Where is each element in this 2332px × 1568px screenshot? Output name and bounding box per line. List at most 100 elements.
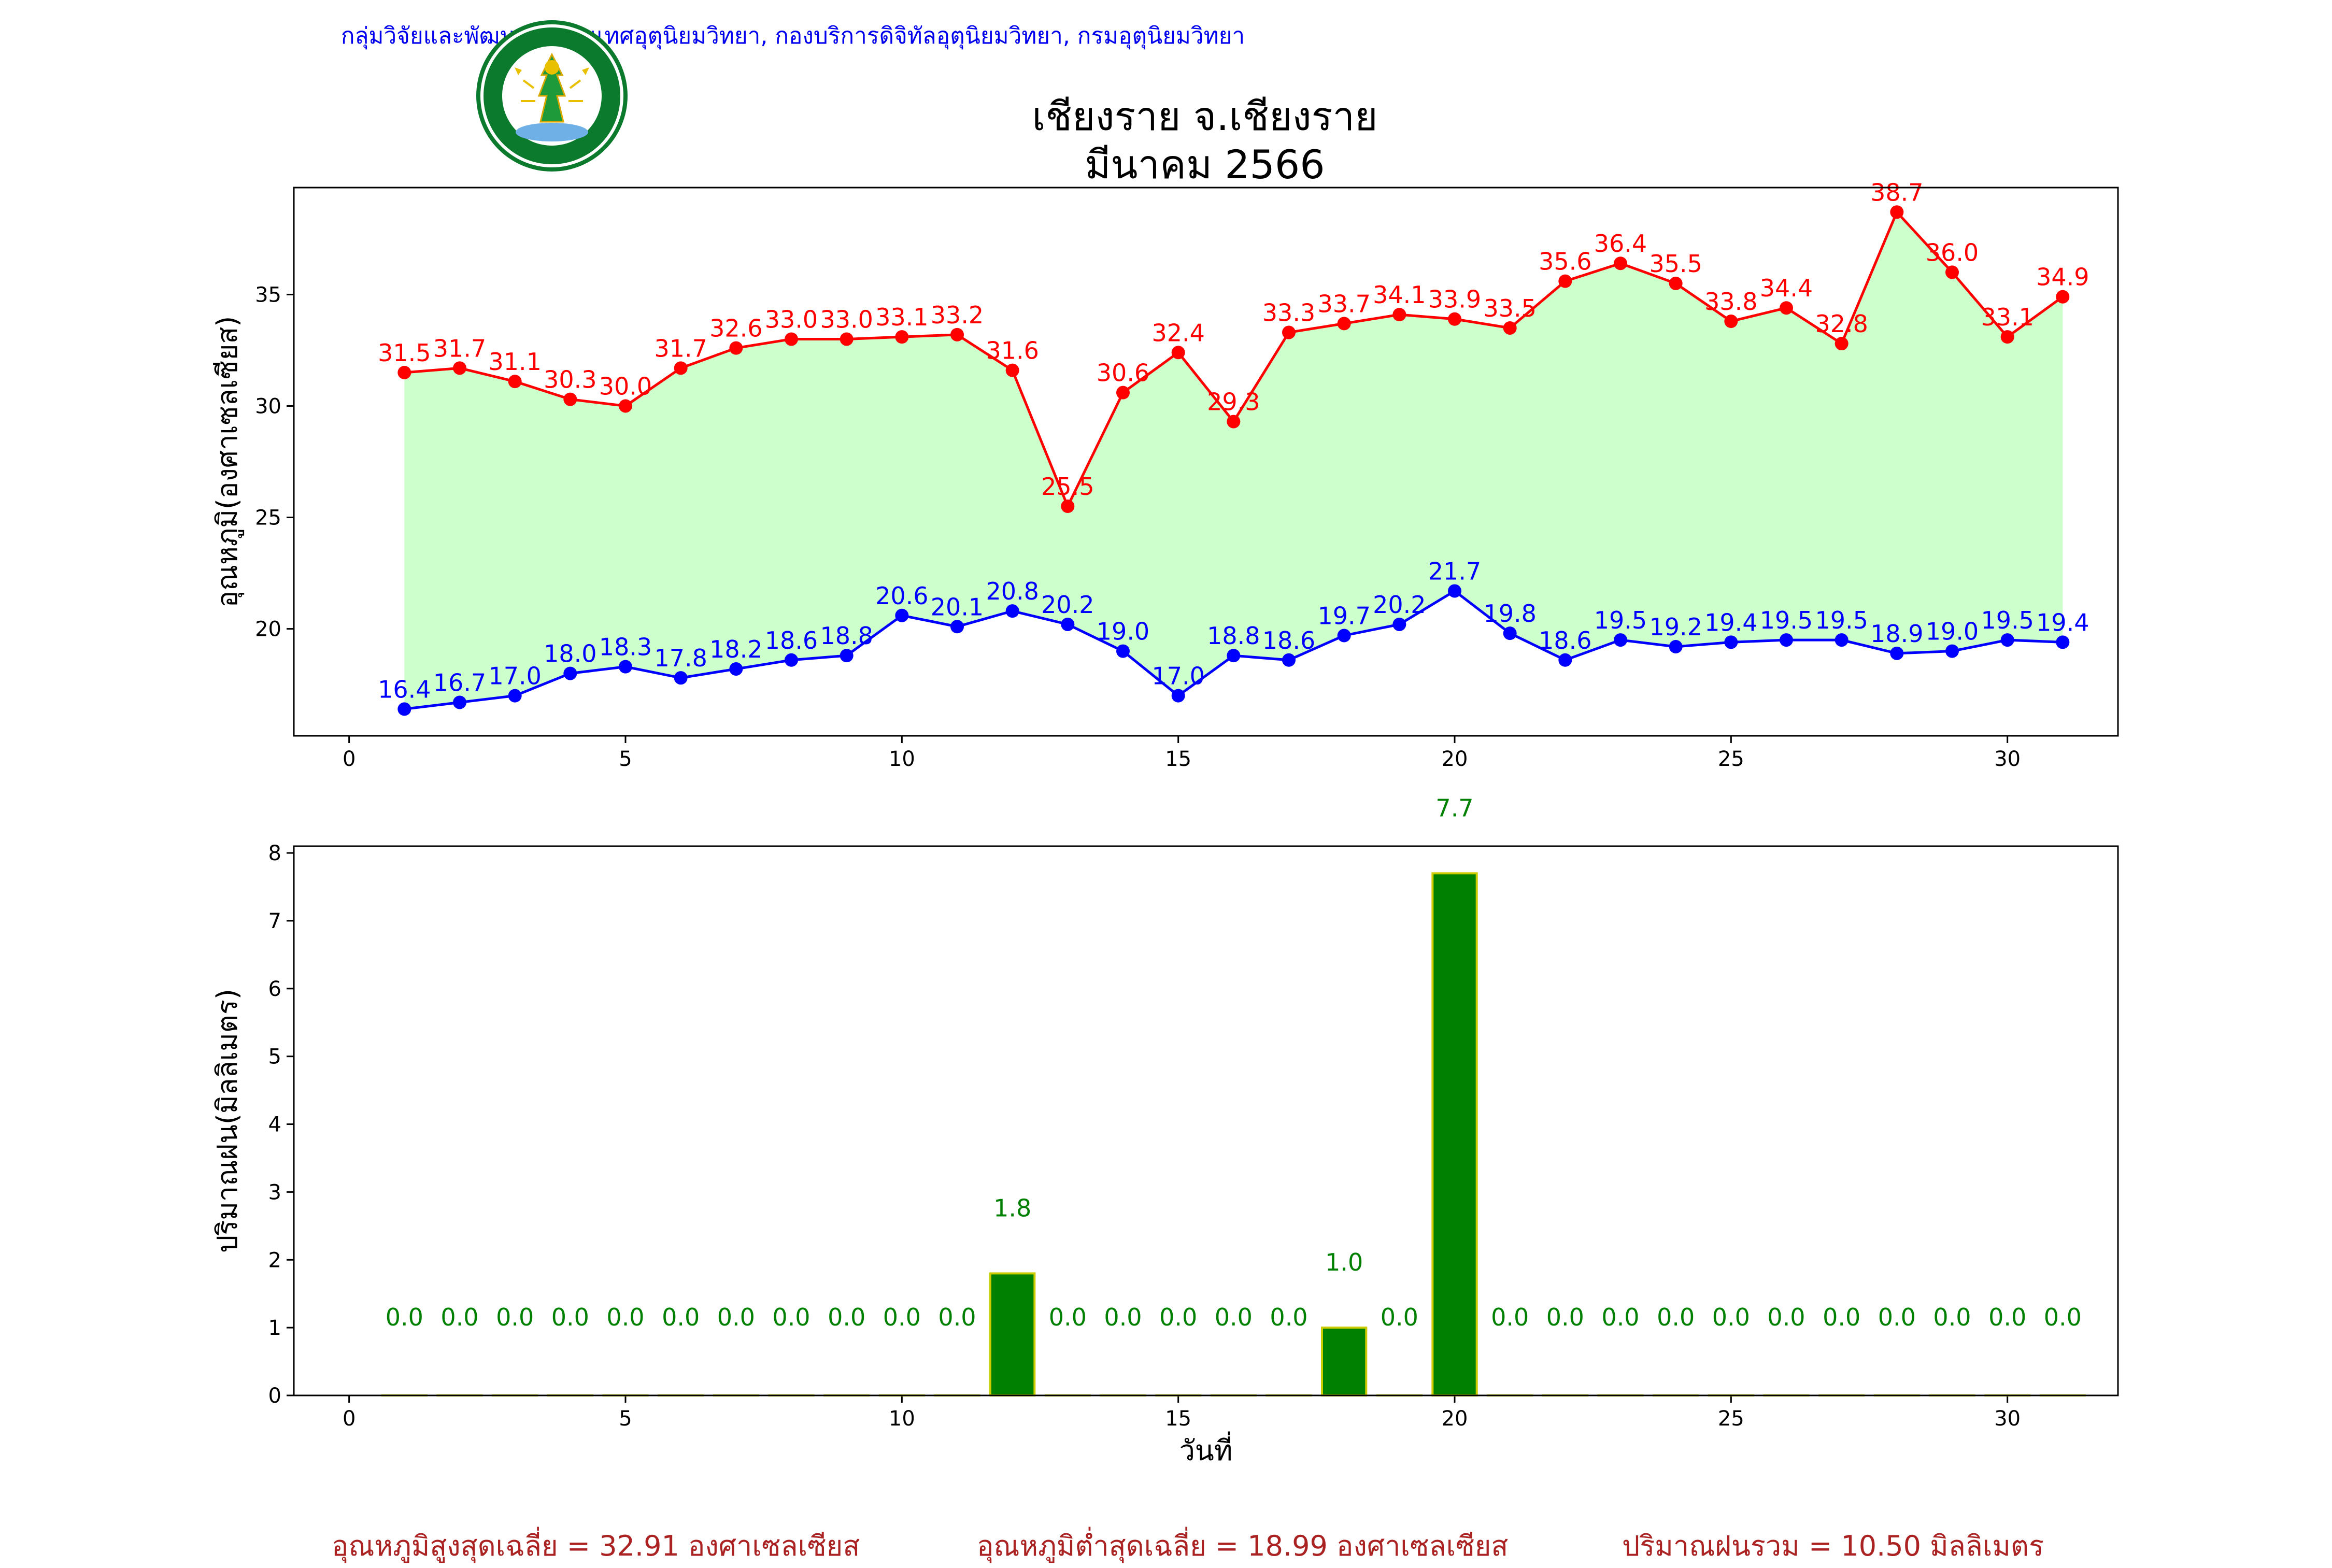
min-temperature-point (1669, 640, 1683, 653)
max-temperature-label: 33.5 (1483, 294, 1536, 322)
max-temperature-point (1061, 500, 1074, 513)
min-temperature-label: 19.2 (1649, 613, 1702, 641)
y-tick-label: 7 (268, 909, 281, 933)
min-temperature-point (840, 649, 854, 662)
y-tick-label: 6 (268, 977, 281, 1001)
min-temperature-point (1890, 647, 1903, 660)
total-rainfall: ปริมาณฝนรวม = 10.50 มิลลิเมตร (1622, 1523, 2044, 1568)
rainfall-label: 0.0 (662, 1303, 700, 1331)
max-temperature-label: 32.8 (1815, 310, 1868, 338)
x-tick-label: 5 (619, 1407, 632, 1431)
min-temperature-label: 19.0 (1926, 618, 1979, 646)
min-temperature-label: 18.6 (765, 626, 818, 654)
max-temperature-point (1338, 317, 1351, 330)
min-temperature-label: 20.2 (1373, 591, 1426, 619)
x-tick-label: 20 (1442, 747, 1468, 771)
rainfall-label: 0.0 (440, 1303, 478, 1331)
min-temperature-point (2056, 635, 2069, 649)
max-temperature-label: 30.3 (544, 366, 596, 394)
min-temperature-point (1448, 584, 1461, 597)
max-temperature-label: 25.5 (1041, 473, 1094, 501)
max-temperature-point (1669, 277, 1683, 290)
rainfall-label: 0.0 (606, 1303, 644, 1331)
min-temperature-point (1338, 629, 1351, 642)
max-temperature-point (1724, 315, 1738, 328)
max-temperature-point (674, 361, 688, 375)
max-temperature-label: 33.9 (1428, 286, 1481, 313)
max-temperature-label: 33.3 (1262, 299, 1315, 327)
x-tick-label: 30 (1994, 747, 2021, 771)
rainfall-label: 0.0 (717, 1303, 755, 1331)
min-temperature-point (1392, 618, 1406, 631)
min-temperature-point (2001, 633, 2014, 647)
rainfall-label: 0.0 (772, 1303, 810, 1331)
min-temperature-label: 18.9 (1870, 620, 1923, 648)
max-temperature-point (508, 375, 522, 388)
y-tick-label: 25 (255, 506, 281, 530)
min-temperature-point (619, 660, 632, 674)
min-temperature-point (563, 667, 577, 680)
rainfall-label: 0.0 (1215, 1303, 1253, 1331)
x-tick-label: 25 (1718, 747, 1744, 771)
min-temperature-label: 18.3 (599, 633, 652, 661)
max-temperature-label: 33.8 (1704, 288, 1757, 316)
x-tick-label: 15 (1165, 747, 1191, 771)
rainfall-label: 0.0 (1823, 1303, 1860, 1331)
max-temperature-label: 33.2 (931, 301, 984, 329)
min-temperature-label: 18.0 (544, 640, 596, 668)
max-temperature-label: 29.3 (1207, 388, 1260, 416)
rainfall-label: 0.0 (1712, 1303, 1750, 1331)
average-max-temperature: อุณหภูมิสูงสุดเฉลี่ย = 32.91 องศาเซลเซีย… (332, 1523, 860, 1568)
rainfall-bar (1432, 873, 1476, 1395)
month-title: มีนาคม 2566 (0, 134, 2332, 196)
max-temperature-point (1780, 301, 1793, 315)
min-temperature-point (1227, 649, 1240, 662)
min-temperature-point (1116, 645, 1130, 658)
y-tick-label: 8 (268, 842, 281, 865)
rainfall-label: 0.0 (1104, 1303, 1142, 1331)
min-temperature-label: 18.6 (1539, 626, 1591, 654)
x-tick-label: 5 (619, 747, 632, 771)
rainfall-label: 0.0 (1381, 1303, 1418, 1331)
rainfall-label: 1.0 (1325, 1248, 1363, 1276)
min-temperature-label: 19.7 (1317, 602, 1370, 630)
max-temperature-point (1614, 256, 1627, 270)
max-temperature-label: 31.7 (433, 334, 486, 362)
x-tick-label: 0 (343, 1407, 356, 1431)
min-temperature-label: 16.4 (378, 675, 431, 703)
max-temperature-point (619, 399, 632, 412)
max-temperature-label: 33.1 (875, 303, 928, 331)
max-temperature-label: 35.5 (1649, 250, 1702, 278)
rainfall-label: 7.7 (1435, 794, 1473, 822)
rainfall-label: 0.0 (1049, 1303, 1087, 1331)
y-tick-label: 35 (255, 283, 281, 307)
y-tick-label: 5 (268, 1045, 281, 1069)
max-temperature-label: 34.1 (1373, 281, 1426, 309)
max-temperature-label: 33.0 (820, 305, 873, 333)
max-temperature-point (453, 361, 466, 375)
min-temperature-point (1558, 653, 1572, 667)
max-temperature-point (895, 330, 908, 344)
min-temperature-label: 17.0 (1151, 662, 1204, 690)
max-temperature-point (1835, 337, 1848, 350)
min-temperature-label: 19.4 (2036, 608, 2089, 636)
rainfall-label: 0.0 (1601, 1303, 1639, 1331)
max-temperature-point (729, 341, 743, 355)
y-axis-label: ปริมาณฝน(มิลลิเมตร) (211, 989, 244, 1253)
max-temperature-point (1227, 415, 1240, 429)
max-temperature-label: 36.4 (1594, 230, 1647, 258)
max-temperature-label: 31.7 (654, 334, 707, 362)
min-temperature-label: 20.2 (1041, 591, 1094, 619)
max-temperature-point (1392, 308, 1406, 321)
min-temperature-point (1780, 633, 1793, 647)
min-temperature-point (1724, 635, 1738, 649)
rainfall-label: 0.0 (1159, 1303, 1197, 1331)
min-temperature-label: 21.7 (1428, 557, 1481, 585)
meteorological-department-logo-icon (474, 18, 630, 174)
min-temperature-point (397, 702, 411, 716)
x-tick-label: 10 (889, 1407, 915, 1431)
rainfall-label: 0.0 (1657, 1303, 1695, 1331)
min-temperature-label: 20.6 (875, 582, 928, 610)
